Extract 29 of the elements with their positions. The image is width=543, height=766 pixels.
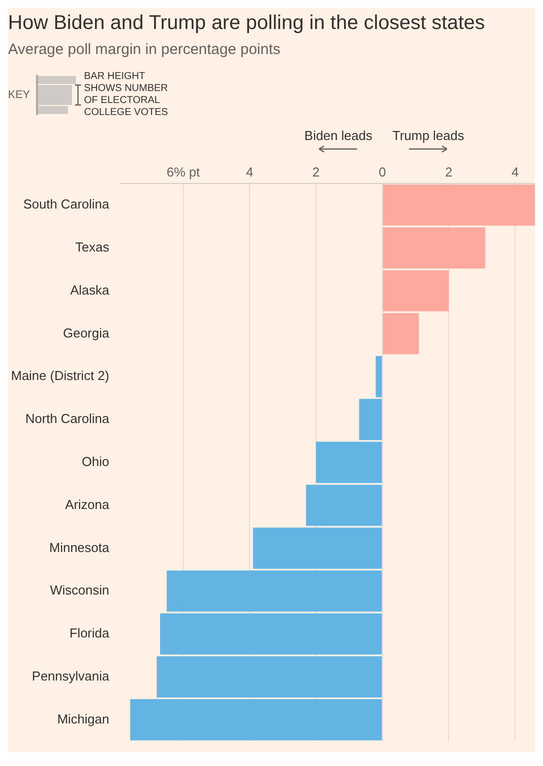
y-tick-label: Minnesota: [49, 540, 110, 555]
bar: [359, 398, 382, 440]
y-tick-label: Texas: [75, 240, 110, 255]
x-tick-label: 6% pt: [166, 164, 200, 180]
bar: [160, 613, 382, 655]
y-tick-label: Arizona: [65, 496, 110, 512]
y-tick-label: North Carolina: [25, 411, 110, 426]
x-tick-label: 4: [511, 164, 519, 180]
x-tick-label: 2: [445, 164, 452, 180]
y-tick-label: Maine (District 2): [10, 368, 110, 384]
chart-title: How Biden and Trump are polling in the closest states: [8, 11, 486, 35]
bar: [382, 184, 535, 226]
y-tick-label: Pennsylvania: [32, 668, 110, 684]
y-tick-label: Wisconsin: [50, 582, 110, 598]
y-tick-label: South Carolina: [23, 196, 110, 212]
x-tick-label: 2: [312, 164, 320, 180]
y-tick-label: Georgia: [62, 325, 110, 340]
y-tick-label: Ohio: [82, 454, 110, 469]
text: KEY: [8, 89, 30, 101]
y-tick-label: Alaska: [70, 282, 110, 298]
y-tick-label: Florida: [69, 626, 110, 641]
x-tick-label: 4: [246, 164, 254, 180]
bar: [376, 356, 382, 398]
text: Biden leads: [304, 128, 372, 143]
chart-subtitle: Average poll margin in percentage points: [8, 41, 282, 58]
y-tick-label: Michigan: [57, 711, 110, 726]
text: Trump leads: [392, 128, 464, 143]
text: BAR HEIGHT SHOWS NUMBER OF ELECTORAL COLLEGE VOTES: [84, 71, 169, 119]
x-tick-label: 0: [378, 164, 386, 180]
